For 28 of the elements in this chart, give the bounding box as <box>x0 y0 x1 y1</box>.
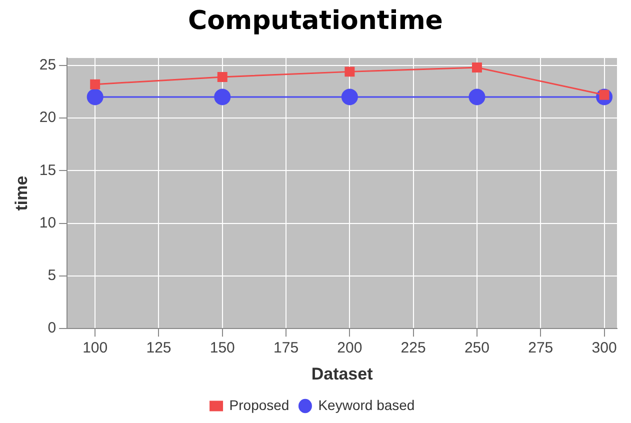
y-axis-title: time <box>12 176 31 211</box>
y-tick-label: 5 <box>48 267 56 284</box>
x-axis-title: Dataset <box>311 364 374 384</box>
point <box>217 72 228 82</box>
x-tick-label: 150 <box>210 340 235 357</box>
point <box>214 88 231 106</box>
y-tick-label: 0 <box>48 320 56 337</box>
x-tick-label: 225 <box>400 340 426 357</box>
x-tick-label: 100 <box>82 340 108 357</box>
point <box>344 66 355 77</box>
point <box>472 62 482 72</box>
y-tick-label: 20 <box>39 109 56 126</box>
x-tick-label: 175 <box>274 340 299 357</box>
x-tick-label: 275 <box>528 340 554 357</box>
x-tick-label: 250 <box>464 340 490 357</box>
point <box>86 88 104 106</box>
point <box>341 88 358 106</box>
y-tick-label: 25 <box>39 56 56 74</box>
point <box>468 88 486 106</box>
point <box>90 79 100 90</box>
x-tick-label: 125 <box>146 340 172 357</box>
x-tick-label: 200 <box>337 340 362 357</box>
y-tick-label: 15 <box>39 162 56 179</box>
chart-title: Computationtime <box>187 6 444 36</box>
y-tick-label: 10 <box>39 214 56 232</box>
legend-label: Keyword based <box>318 396 415 413</box>
x-tick-label: 300 <box>592 340 617 357</box>
legend-label: Proposed <box>229 396 290 413</box>
